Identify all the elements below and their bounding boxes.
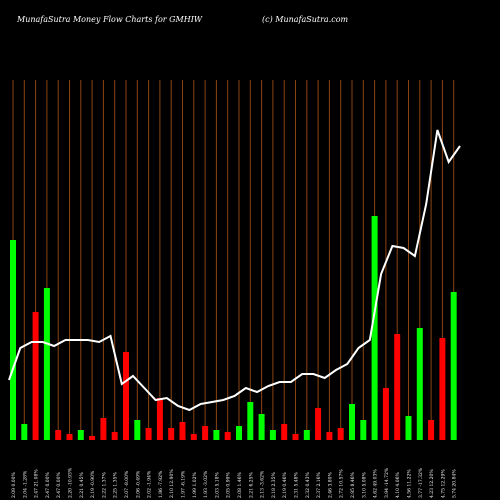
volume-bar [326, 432, 333, 440]
price-series-line [8, 129, 461, 412]
x-tick-label: 5.74 20.84% [452, 469, 458, 498]
x-tick-label: 2.08 1.46% [237, 472, 243, 498]
volume-bar [450, 292, 457, 440]
volume-bar [21, 424, 28, 440]
x-tick-label: 2.95 8.46% [350, 472, 356, 498]
x-tick-label: 2.04 -1.28% [22, 470, 28, 498]
x-tick-label: 2.03 5.18% [214, 472, 220, 498]
volume-bar [168, 428, 175, 440]
x-tick-label: 2.20 -10.93% [68, 467, 74, 498]
volume-bar [405, 416, 412, 440]
volume-bar [190, 434, 197, 440]
x-tick-label: 2.19 -0.90% [90, 470, 96, 498]
volume-bar [439, 338, 446, 440]
volume-bar [202, 426, 209, 440]
x-tick-label: 4.75 12.29% [440, 469, 446, 498]
x-tick-label: 3.77 -17.32% [418, 467, 424, 498]
volume-bar [281, 424, 288, 440]
volume-bar [349, 404, 355, 440]
x-tick-label: 2.18 2.35% [271, 472, 277, 498]
x-tick-label: 2.47 0.00% [56, 472, 62, 498]
x-tick-label: 2.19 0.46% [282, 472, 288, 498]
x-tick-label: 2.06 -0.49% [135, 470, 141, 498]
x-tick-label: 2.05 0.99% [226, 472, 232, 498]
volume-bar [337, 428, 344, 440]
x-tick-label: 2.31 5.48% [294, 472, 300, 498]
volume-bar [269, 430, 276, 440]
volume-bar [428, 420, 435, 440]
x-tick-label: 2.72 10.57% [339, 469, 345, 498]
volume-bar [213, 430, 220, 440]
x-tick-label: 4.10 4.06% [395, 472, 401, 498]
chart-title: MunafaSutra Money Flow Charts for GMHIW [17, 15, 203, 24]
volume-bar [100, 418, 107, 440]
volume-bar [89, 436, 96, 440]
volume-bar [371, 216, 378, 440]
x-tick-label: 4.62 49.03% [373, 469, 379, 498]
x-tick-label: 1.86 -7.92% [158, 470, 164, 498]
volume-bar [247, 402, 254, 440]
x-tick-label: 3.10 5.08% [361, 472, 367, 498]
volume-bar [315, 408, 322, 440]
volume-bar [236, 426, 242, 440]
x-tick-label: 2.37 2.16% [316, 472, 322, 498]
volume-bar [224, 432, 231, 440]
volume-bar [394, 334, 401, 440]
x-tick-label: 2.25 1.35% [113, 472, 119, 498]
price-line [8, 129, 461, 412]
volume-bar [10, 240, 16, 440]
volume-bar [66, 434, 73, 440]
x-tick-label: 4.23 12.20% [429, 469, 435, 498]
volume-bar [258, 414, 265, 440]
volume-bar [134, 420, 141, 440]
volume-bar [360, 420, 367, 440]
x-tick-label: 2.09 0.00% [11, 472, 17, 498]
x-tick-label: 1.97 -6.19% [181, 470, 187, 498]
x-tick-label: 3.94 -14.72% [384, 467, 390, 498]
x-tick-label: 4.56 11.22% [407, 469, 413, 498]
x-tick-label: 2.07 -8.00% [124, 470, 130, 498]
volume-bar [43, 288, 50, 440]
volume-bar [111, 432, 118, 440]
volume-bar [303, 430, 310, 440]
volume-bar [123, 352, 129, 440]
x-tick-label: 1.99 1.02% [192, 472, 198, 498]
x-tick-label: 2.32 0.43% [305, 472, 311, 498]
volume-bar [416, 328, 423, 440]
volume-bar [292, 434, 299, 440]
x-tick-label: 2.02 -1.94% [147, 470, 153, 498]
x-tick-label: 2.13 -3.62% [260, 470, 266, 498]
x-tick-label: 2.10 12.90% [169, 469, 175, 498]
volume-bar [77, 430, 84, 440]
x-tick-label: 2.46 3.80% [327, 472, 333, 498]
x-tick-label: 2.47 21.08% [34, 469, 40, 498]
x-tick-label: 2.22 1.37% [101, 472, 107, 498]
volume-bar [55, 430, 62, 440]
x-tick-label: 2.21 6.25% [248, 472, 254, 498]
volume-bar [179, 422, 186, 440]
x-tick-label: 2.47 0.00% [45, 472, 51, 498]
volume-bar [382, 388, 389, 440]
site-credit: (c) MunafaSutra.com [262, 15, 349, 24]
volume-bar [156, 398, 163, 440]
volume-bar [145, 428, 152, 440]
volume-bars [10, 216, 457, 440]
x-tick-labels: 2.09 0.00% 2.04 -1.28% 2.47 21.08% 2.47 0.0… [11, 467, 458, 498]
volume-bar [32, 312, 39, 440]
x-tick-label: 1.93 -3.02% [203, 470, 209, 498]
x-tick-label: 2.21 0.45% [79, 472, 85, 498]
